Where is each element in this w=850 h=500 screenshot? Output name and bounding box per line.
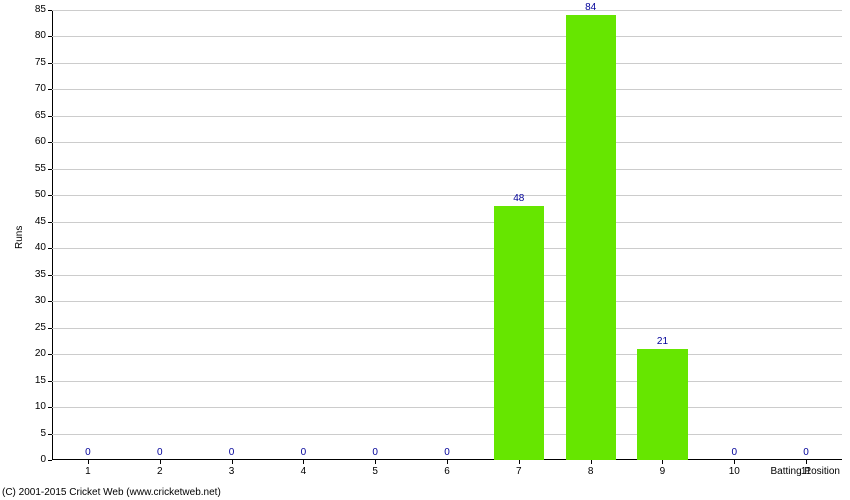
y-tick	[48, 10, 52, 11]
y-tick	[48, 195, 52, 196]
grid-line	[52, 407, 842, 408]
x-tick-label: 6	[437, 466, 457, 477]
bar-value-label: 0	[68, 447, 108, 458]
grid-line	[52, 381, 842, 382]
y-tick-label: 30	[35, 295, 46, 306]
y-tick-label: 0	[40, 454, 46, 465]
y-tick-label: 75	[35, 57, 46, 68]
y-tick-label: 15	[35, 375, 46, 386]
x-tick	[734, 460, 735, 464]
x-tick-label: 8	[581, 466, 601, 477]
x-tick-label: 9	[652, 466, 672, 477]
y-tick	[48, 275, 52, 276]
y-tick	[48, 328, 52, 329]
y-tick	[48, 63, 52, 64]
y-tick-label: 45	[35, 216, 46, 227]
grid-line	[52, 142, 842, 143]
y-tick	[48, 116, 52, 117]
y-tick	[48, 381, 52, 382]
bar	[494, 206, 544, 460]
x-tick-label: 7	[509, 466, 529, 477]
bar-value-label: 0	[786, 447, 826, 458]
grid-line	[52, 116, 842, 117]
x-tick-label: 10	[724, 466, 744, 477]
chart-container: Runs Batting Position (C) 2001-2015 Cric…	[0, 0, 850, 500]
y-tick-label: 20	[35, 348, 46, 359]
y-tick-label: 10	[35, 401, 46, 412]
x-tick	[662, 460, 663, 464]
grid-line	[52, 169, 842, 170]
bar-value-label: 0	[427, 447, 467, 458]
y-tick-label: 85	[35, 4, 46, 15]
bar-value-label: 84	[571, 2, 611, 13]
grid-line	[52, 10, 842, 11]
x-tick-label: 2	[150, 466, 170, 477]
y-tick-label: 25	[35, 322, 46, 333]
grid-line	[52, 301, 842, 302]
y-tick	[48, 248, 52, 249]
bar-value-label: 0	[714, 447, 754, 458]
x-tick	[519, 460, 520, 464]
x-tick-label: 3	[222, 466, 242, 477]
grid-line	[52, 248, 842, 249]
x-tick	[806, 460, 807, 464]
bar-value-label: 0	[355, 447, 395, 458]
y-tick	[48, 301, 52, 302]
y-tick	[48, 169, 52, 170]
x-tick	[88, 460, 89, 464]
y-tick	[48, 36, 52, 37]
grid-line	[52, 434, 842, 435]
grid-line	[52, 63, 842, 64]
grid-line	[52, 222, 842, 223]
y-tick	[48, 407, 52, 408]
x-tick-label: 4	[293, 466, 313, 477]
bar-value-label: 0	[283, 447, 323, 458]
y-tick-label: 55	[35, 163, 46, 174]
x-tick	[375, 460, 376, 464]
x-tick-label: 5	[365, 466, 385, 477]
y-tick-label: 70	[35, 83, 46, 94]
x-tick	[232, 460, 233, 464]
copyright-caption: (C) 2001-2015 Cricket Web (www.cricketwe…	[2, 487, 221, 498]
x-tick-label: 1	[78, 466, 98, 477]
x-tick-label: 11	[796, 466, 816, 477]
bar	[566, 15, 616, 460]
y-tick-label: 65	[35, 110, 46, 121]
grid-line	[52, 89, 842, 90]
y-tick-label: 50	[35, 189, 46, 200]
bar-value-label: 0	[212, 447, 252, 458]
y-tick	[48, 460, 52, 461]
grid-line	[52, 354, 842, 355]
y-tick-label: 35	[35, 269, 46, 280]
y-axis-label: Runs	[14, 226, 25, 249]
bar	[637, 349, 687, 460]
x-tick	[447, 460, 448, 464]
y-tick-label: 40	[35, 242, 46, 253]
x-tick	[303, 460, 304, 464]
grid-line	[52, 275, 842, 276]
y-tick	[48, 222, 52, 223]
y-tick-label: 60	[35, 136, 46, 147]
grid-line	[52, 36, 842, 37]
grid-line	[52, 328, 842, 329]
y-tick	[48, 142, 52, 143]
grid-line	[52, 195, 842, 196]
y-tick-label: 5	[40, 428, 46, 439]
y-tick	[48, 354, 52, 355]
y-tick-label: 80	[35, 30, 46, 41]
bar-value-label: 0	[140, 447, 180, 458]
x-tick	[160, 460, 161, 464]
plot-area	[52, 10, 842, 460]
bar-value-label: 48	[499, 193, 539, 204]
bar-value-label: 21	[642, 336, 682, 347]
y-tick	[48, 89, 52, 90]
y-tick	[48, 434, 52, 435]
x-tick	[591, 460, 592, 464]
